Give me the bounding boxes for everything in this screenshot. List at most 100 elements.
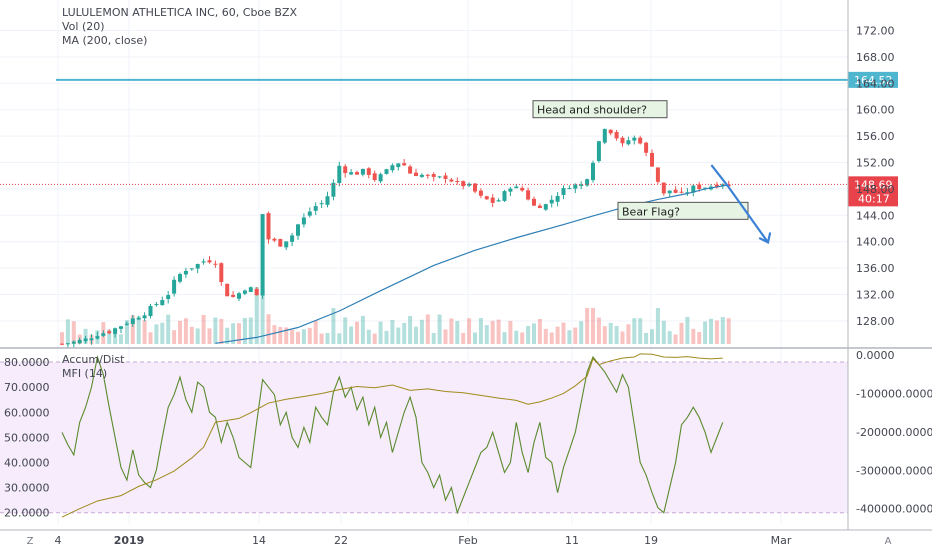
- hs-annotation-text: Head and shoulder?: [537, 104, 647, 117]
- volume-bar: [260, 287, 265, 344]
- volume-bar: [148, 332, 153, 344]
- candle-body: [473, 183, 477, 192]
- volume-bar: [366, 329, 371, 344]
- volume-bar: [201, 315, 206, 344]
- candle-body: [478, 190, 483, 196]
- volume-bar: [520, 332, 525, 344]
- candle-body: [390, 165, 395, 171]
- volume-bar: [419, 319, 424, 344]
- volume-bar: [632, 318, 637, 344]
- candle-body: [124, 323, 129, 325]
- volume-bar: [484, 325, 489, 344]
- volume-bars: [60, 287, 731, 344]
- candle-body: [443, 175, 448, 179]
- candle-body: [520, 187, 525, 191]
- candle-body: [703, 187, 708, 189]
- candle-body: [201, 261, 206, 263]
- ad-tick-label: 0.0000: [856, 349, 895, 362]
- candle-body: [130, 318, 135, 324]
- volume-bar: [461, 332, 466, 344]
- volume-bar: [301, 329, 306, 344]
- volume-bar: [166, 314, 171, 344]
- volume-bar: [650, 329, 654, 344]
- candle-body: [425, 174, 430, 176]
- volume-bar: [490, 320, 495, 344]
- candle-body: [620, 137, 625, 144]
- candle-body: [543, 204, 548, 210]
- volume-bar: [697, 332, 702, 344]
- volume-bar: [685, 316, 690, 344]
- symbol-legend[interactable]: LULULEMON ATHLETICA INC, 60, Cboe BZX: [62, 6, 298, 19]
- candle-body: [219, 263, 224, 282]
- candle-body: [142, 315, 147, 319]
- candle-body: [661, 182, 666, 194]
- ad-legend[interactable]: Accum/Dist: [62, 353, 125, 366]
- candle-body: [608, 129, 613, 134]
- time-tick-label: 19: [644, 534, 658, 547]
- ad-tick-label: -200000.0000: [856, 426, 932, 439]
- price-tick-label: 140.00: [856, 236, 895, 249]
- volume-bar: [372, 333, 377, 344]
- volume-bar: [178, 320, 182, 344]
- volume-bar: [414, 326, 418, 344]
- candle-body: [237, 293, 241, 299]
- volume-bar: [573, 327, 578, 344]
- mfi-legend[interactable]: MFI (14): [62, 367, 108, 380]
- candle-body: [414, 172, 418, 177]
- candle-body: [567, 188, 572, 190]
- time-tick-label: Feb: [458, 534, 477, 547]
- candle-body: [254, 288, 259, 296]
- ma-legend[interactable]: MA (200, close): [62, 34, 148, 47]
- volume-bar: [172, 330, 177, 344]
- volume-bar: [691, 328, 696, 344]
- candle-body: [667, 190, 672, 194]
- price-tick-label: 156.00: [856, 130, 895, 143]
- volume-bar: [467, 318, 472, 344]
- candle-body: [484, 196, 489, 200]
- volume-bar: [337, 333, 342, 344]
- volume-bar: [225, 327, 230, 344]
- price-tick-label: 144.00: [856, 209, 895, 222]
- candle-body: [496, 200, 501, 202]
- candle-body: [431, 174, 436, 177]
- volume-bar: [709, 318, 713, 344]
- price-tick-label: 136.00: [856, 262, 895, 275]
- resistance-badge: [848, 71, 898, 88]
- last-price-text: 148.69: [854, 178, 893, 191]
- candle-body: [189, 268, 194, 270]
- candle-body: [360, 168, 365, 175]
- ad-tick-label: -100000.0000: [856, 387, 932, 400]
- volume-bar: [402, 322, 407, 344]
- volume-bar: [443, 329, 448, 344]
- candle-body: [537, 205, 542, 209]
- ad-tick-label: -400000.0000: [856, 503, 932, 516]
- mfi-tick-label: 60.0000: [4, 406, 50, 419]
- candle-body: [89, 338, 94, 341]
- candle-body: [502, 191, 507, 201]
- volume-bar: [473, 332, 477, 344]
- indicator-panel: 20.0000 30.0000 40.0000 50.0000 60.0000 70.00…: [0, 349, 932, 520]
- volume-bar: [307, 327, 312, 344]
- volume-bar: [325, 333, 330, 344]
- candle-body: [290, 235, 295, 242]
- volume-bar: [296, 331, 300, 344]
- volume-bar: [431, 332, 436, 344]
- volume-bar: [555, 326, 560, 344]
- volume-bar: [60, 332, 64, 344]
- volume-bar: [71, 321, 76, 344]
- price-tick-label: 160.00: [856, 104, 895, 117]
- volume-bar: [437, 314, 442, 344]
- volume-bar: [714, 320, 719, 344]
- price-tick-label: 152.00: [856, 157, 895, 170]
- time-tick-label: 11: [565, 534, 579, 547]
- candle-body: [366, 168, 371, 175]
- auto-scale-toggle: A: [885, 536, 892, 547]
- volume-bar: [189, 326, 194, 344]
- candle-body: [278, 239, 283, 247]
- mfi-tick-label: 50.0000: [4, 431, 50, 444]
- candle-body: [402, 163, 407, 166]
- candle-body: [655, 167, 660, 182]
- candle-body: [284, 241, 289, 248]
- vol-legend[interactable]: Vol (20): [62, 20, 105, 33]
